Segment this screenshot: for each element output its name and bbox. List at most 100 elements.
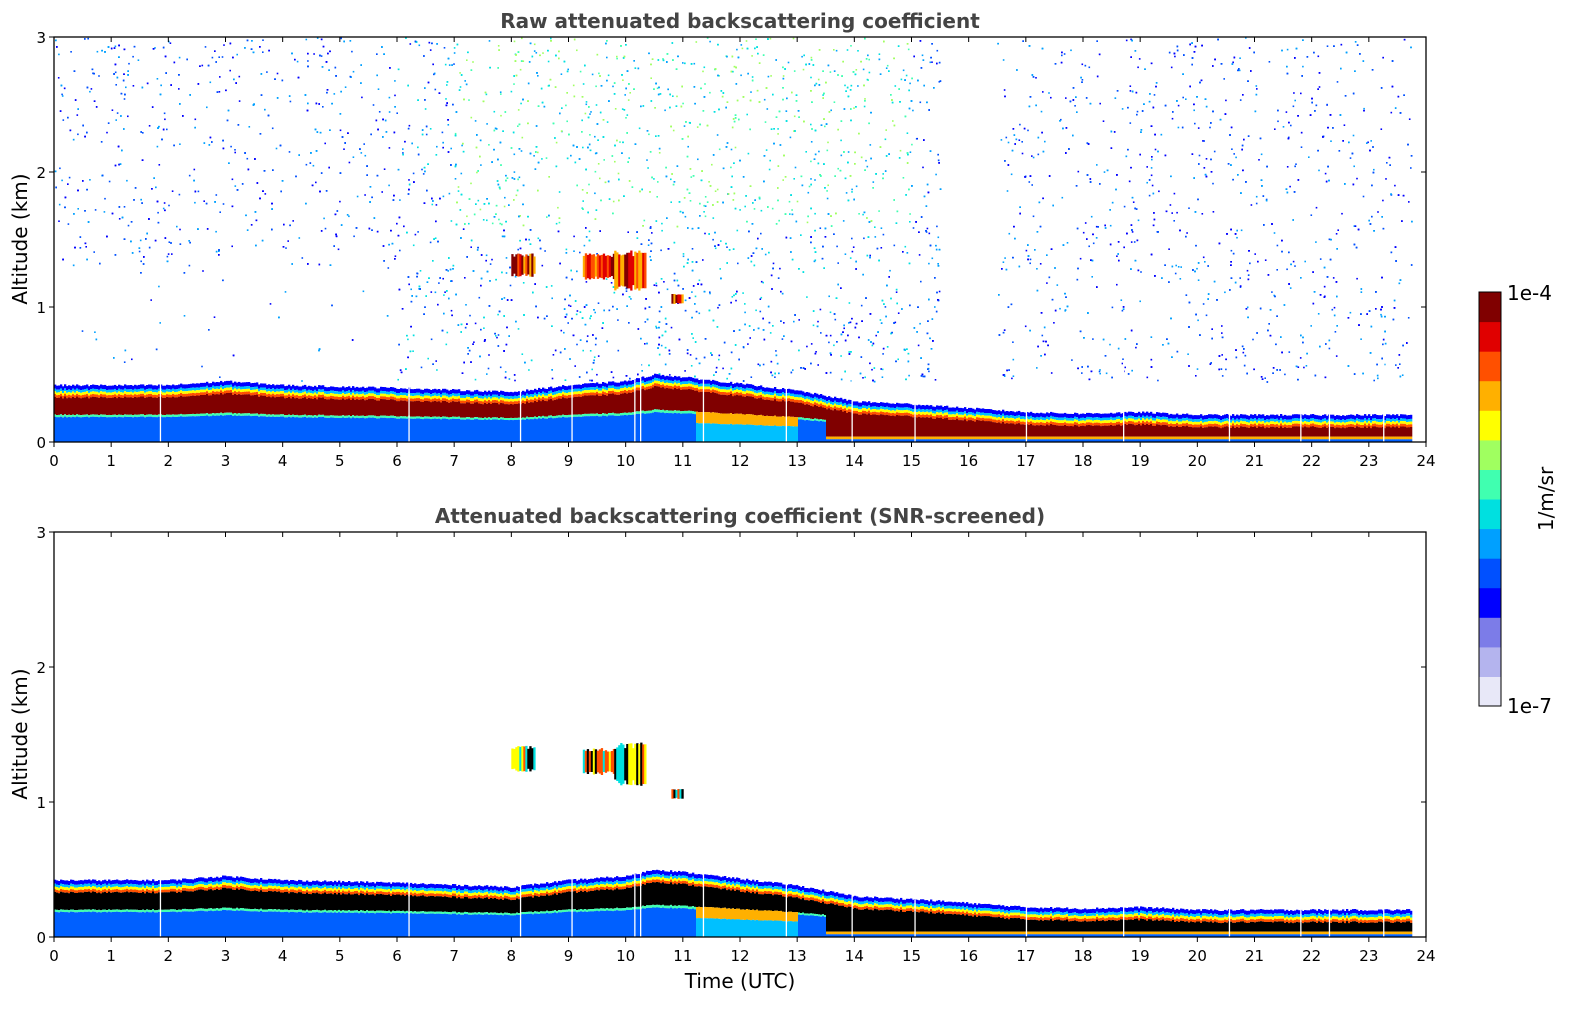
noise-pixel	[1096, 40, 1098, 42]
noise-pixel	[1238, 68, 1240, 70]
noise-pixel	[1150, 336, 1153, 338]
noise-pixel	[241, 183, 244, 185]
noise-pixel	[585, 281, 588, 283]
noise-pixel	[58, 53, 60, 56]
noise-pixel	[1131, 369, 1133, 372]
noise-pixel	[498, 186, 501, 189]
noise-pixel	[822, 97, 824, 99]
noise-pixel	[1074, 105, 1076, 107]
noise-pixel	[1395, 364, 1397, 366]
noise-pixel	[658, 152, 661, 154]
noise-pixel	[1328, 238, 1331, 241]
noise-pixel	[1313, 51, 1315, 54]
noise-pixel	[593, 359, 595, 362]
noise-pixel	[1376, 374, 1379, 377]
noise-pixel	[876, 247, 879, 250]
noise-pixel	[1324, 376, 1327, 379]
noise-pixel	[814, 129, 817, 132]
noise-pixel	[881, 376, 884, 378]
noise-pixel	[827, 184, 829, 187]
noise-pixel	[84, 38, 86, 40]
noise-pixel	[888, 276, 890, 278]
noise-pixel	[154, 239, 157, 242]
noise-pixel	[1203, 167, 1206, 169]
noise-pixel	[529, 42, 532, 45]
noise-pixel	[1130, 224, 1133, 226]
noise-pixel	[349, 75, 352, 78]
noise-pixel	[837, 283, 839, 286]
noise-pixel	[388, 243, 390, 246]
noise-pixel	[495, 128, 498, 130]
noise-pixel	[555, 222, 558, 225]
noise-pixel	[675, 105, 678, 107]
noise-pixel	[419, 270, 422, 272]
noise-pixel	[582, 146, 584, 149]
noise-pixel	[939, 80, 942, 82]
noise-pixel	[820, 124, 823, 126]
noise-pixel	[621, 108, 624, 110]
noise-pixel	[1150, 174, 1153, 177]
noise-pixel	[1210, 362, 1212, 364]
noise-pixel	[898, 157, 901, 159]
noise-pixel	[95, 338, 98, 341]
noise-pixel	[1122, 308, 1125, 310]
noise-pixel	[1031, 155, 1033, 157]
noise-pixel	[140, 131, 142, 133]
noise-pixel	[381, 191, 383, 193]
noise-pixel	[1043, 326, 1046, 329]
noise-pixel	[1187, 353, 1189, 355]
noise-pixel	[1085, 97, 1088, 99]
noise-pixel	[1113, 131, 1116, 133]
noise-pixel	[726, 262, 728, 264]
noise-pixel	[760, 280, 763, 283]
noise-pixel	[1225, 368, 1227, 371]
noise-pixel	[628, 322, 630, 324]
noise-pixel	[660, 249, 662, 252]
noise-pixel	[717, 244, 720, 246]
noise-pixel	[463, 361, 465, 364]
noise-pixel	[585, 236, 588, 238]
noise-pixel	[581, 189, 584, 191]
noise-pixel	[585, 227, 587, 229]
noise-pixel	[1175, 264, 1177, 267]
noise-pixel	[1109, 224, 1112, 227]
noise-pixel	[441, 131, 444, 134]
noise-pixel	[1195, 375, 1197, 377]
noise-pixel	[855, 268, 857, 270]
noise-pixel	[1398, 282, 1401, 285]
noise-pixel	[1065, 97, 1067, 99]
noise-pixel	[1048, 276, 1051, 279]
noise-pixel	[58, 203, 61, 206]
noise-pixel	[504, 196, 506, 199]
noise-pixel	[775, 350, 777, 352]
noise-pixel	[447, 151, 450, 153]
noise-pixel	[734, 207, 737, 210]
noise-pixel	[775, 59, 777, 61]
noise-pixel	[1230, 126, 1233, 129]
noise-pixel	[460, 172, 463, 175]
noise-pixel	[558, 50, 560, 53]
noise-pixel	[642, 105, 645, 107]
noise-pixel	[1068, 148, 1070, 150]
noise-pixel	[433, 73, 435, 76]
noise-pixel	[1072, 87, 1075, 89]
noise-pixel	[448, 192, 451, 195]
noise-pixel	[1196, 96, 1198, 98]
noise-pixel	[897, 358, 899, 361]
noise-pixel	[1052, 204, 1054, 207]
noise-pixel	[152, 48, 155, 50]
noise-pixel	[1260, 376, 1263, 378]
noise-pixel	[209, 136, 212, 139]
noise-pixel	[759, 310, 762, 313]
noise-pixel	[158, 164, 161, 166]
noise-pixel	[585, 103, 588, 106]
noise-pixel	[813, 247, 816, 249]
noise-pixel	[1243, 138, 1245, 141]
noise-pixel	[805, 63, 807, 66]
noise-pixel	[465, 304, 467, 306]
noise-pixel	[176, 225, 178, 228]
noise-pixel	[858, 213, 860, 215]
noise-pixel	[714, 247, 717, 250]
noise-pixel	[360, 64, 362, 66]
noise-pixel	[826, 190, 828, 192]
